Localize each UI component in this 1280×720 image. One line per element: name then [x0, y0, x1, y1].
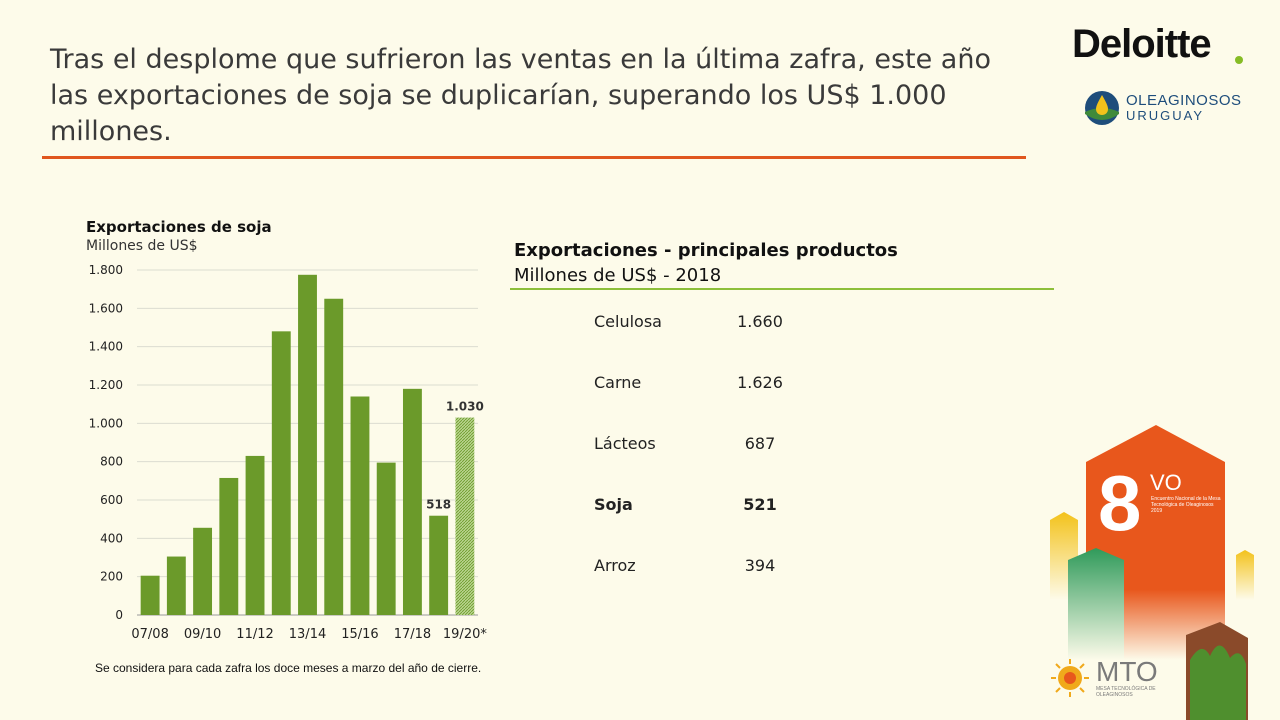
bar-17-18 — [402, 388, 422, 615]
x-tick-label: 19/20* — [443, 627, 487, 642]
page-headline: Tras el desplome que sufrieron las venta… — [50, 44, 991, 147]
y-tick-label: 1.200 — [89, 378, 123, 392]
deloitte-logo-dot — [1235, 56, 1243, 64]
mto-logo-subtitle: MESA TECNOLÓGICA DE OLEAGINOSOS — [1096, 686, 1156, 698]
event-number: 8 — [1098, 459, 1142, 547]
bar-19-20- — [455, 417, 475, 615]
deloitte-logo: Deloitte — [1072, 22, 1212, 66]
bar-13-14 — [298, 274, 317, 615]
mto-sun-icon — [1051, 659, 1089, 697]
product-name: Soja — [594, 495, 633, 514]
event-decoration-graphic — [1050, 425, 1254, 720]
oleaginosos-logo-icon — [1085, 91, 1119, 125]
y-tick-label: 1.400 — [89, 340, 123, 354]
x-tick-label: 15/16 — [341, 627, 378, 642]
y-tick-label: 800 — [100, 455, 123, 469]
products-table-divider — [510, 288, 1054, 290]
bar-11-12 — [245, 455, 265, 615]
product-value: 1.660 — [737, 312, 783, 331]
product-value: 687 — [744, 434, 776, 453]
mto-logo: MTO — [1096, 656, 1158, 687]
y-tick-label: 1.600 — [89, 301, 123, 315]
oleaginosos-line2: URUGUAY — [1126, 108, 1205, 123]
y-tick-label: 1.000 — [89, 416, 123, 430]
product-name: Arroz — [594, 556, 636, 575]
y-tick-label: 1.800 — [89, 263, 123, 277]
x-tick-label: 17/18 — [394, 627, 431, 642]
bar-18-19 — [429, 515, 449, 615]
y-tick-label: 400 — [100, 531, 123, 545]
product-name: Lácteos — [594, 434, 656, 453]
headline-divider — [42, 156, 1026, 159]
x-tick-label: 13/14 — [289, 627, 326, 642]
product-value: 521 — [743, 495, 777, 514]
x-tick-label: 07/08 — [131, 627, 168, 642]
event-number-suffix: VO — [1150, 470, 1182, 495]
bar-16-17 — [376, 462, 396, 615]
products-table-title: Exportaciones - principales productos — [514, 240, 898, 261]
oleaginosos-logo-text: OLEAGINOSOS URUGUAY — [1126, 93, 1242, 123]
product-value: 1.626 — [737, 373, 783, 392]
soja-exports-bar-chart: 0 200 400 600 800 1.000 1.200 1.400 1.600 1.800 07… — [89, 263, 488, 642]
bar-data-label: 518 — [426, 498, 451, 512]
bar-15-16 — [350, 396, 370, 615]
oleaginosos-line1: OLEAGINOSOS — [1126, 92, 1242, 109]
y-tick-label: 0 — [115, 608, 123, 622]
products-table-subtitle: Millones de US$ - 2018 — [514, 265, 722, 286]
bar-10-11 — [219, 477, 239, 615]
bar-14-15 — [324, 298, 344, 615]
product-name: Carne — [594, 373, 642, 392]
product-value: 394 — [744, 556, 776, 575]
chart-title: Exportaciones de soja — [86, 218, 272, 236]
bar-08-09 — [166, 556, 186, 615]
x-tick-label: 11/12 — [236, 627, 273, 642]
product-name: Celulosa — [594, 312, 662, 331]
x-tick-label: 09/10 — [184, 627, 221, 642]
bar-07-08 — [140, 575, 160, 615]
bar-09-10 — [193, 527, 213, 615]
bar-12-13 — [271, 331, 291, 615]
y-tick-label: 200 — [100, 570, 123, 584]
bar-data-label: 1.030 — [446, 400, 484, 414]
y-tick-label: 600 — [100, 493, 123, 507]
chart-footnote: Se considera para cada zafra los doce me… — [95, 661, 482, 675]
event-description: Encuentro Nacional de la Mesa Tecnológic… — [1151, 496, 1221, 514]
chart-y-label: Millones de US$ — [86, 238, 198, 254]
